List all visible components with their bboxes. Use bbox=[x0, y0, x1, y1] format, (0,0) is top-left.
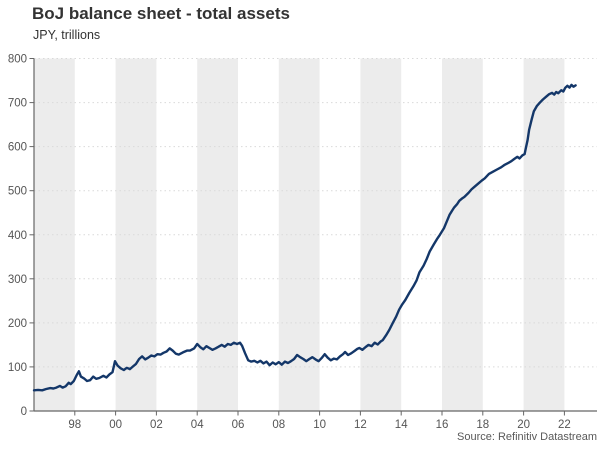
x-axis-ticks: 98 00 02 04 06 08 10 12 14 16 18 20 22 bbox=[68, 411, 571, 431]
x-tick-label: 02 bbox=[150, 419, 163, 431]
data-line-boj-total-assets bbox=[32, 83, 577, 392]
x-tick-label: 20 bbox=[517, 419, 530, 431]
x-tick-label: 22 bbox=[558, 419, 571, 431]
gridlines bbox=[34, 58, 597, 368]
y-tick-label: 600 bbox=[8, 142, 27, 154]
y-tick-label: 300 bbox=[8, 274, 27, 286]
y-tick-label: 0 bbox=[21, 406, 27, 418]
x-tick-label: 18 bbox=[476, 419, 489, 431]
y-axis-ticks: 0 100 200 300 400 500 600 700 800 bbox=[8, 54, 34, 418]
background-band bbox=[34, 58, 75, 411]
x-tick-label: 10 bbox=[313, 419, 326, 431]
background-band bbox=[197, 58, 238, 411]
background-band bbox=[115, 58, 157, 411]
y-tick-label: 800 bbox=[8, 54, 27, 66]
y-tick-label: 100 bbox=[8, 362, 27, 374]
x-tick-label: 08 bbox=[272, 419, 285, 431]
x-tick-label: 98 bbox=[68, 419, 81, 431]
x-tick-label: 12 bbox=[354, 419, 367, 431]
y-tick-label: 500 bbox=[8, 186, 27, 198]
chart-title: BoJ balance sheet - total assets bbox=[32, 4, 290, 23]
y-tick-label: 400 bbox=[8, 230, 27, 242]
chart-subtitle: JPY, trillions bbox=[33, 28, 101, 42]
background-band bbox=[278, 58, 320, 411]
x-tick-label: 16 bbox=[436, 419, 449, 431]
source-attribution: Source: Refinitiv Datastream bbox=[457, 431, 597, 443]
y-tick-label: 200 bbox=[8, 318, 27, 330]
x-tick-label: 00 bbox=[109, 419, 122, 431]
x-tick-label: 06 bbox=[232, 419, 245, 431]
x-tick-label: 04 bbox=[191, 419, 204, 431]
x-tick-label: 14 bbox=[395, 419, 408, 431]
y-tick-label: 700 bbox=[8, 98, 27, 110]
